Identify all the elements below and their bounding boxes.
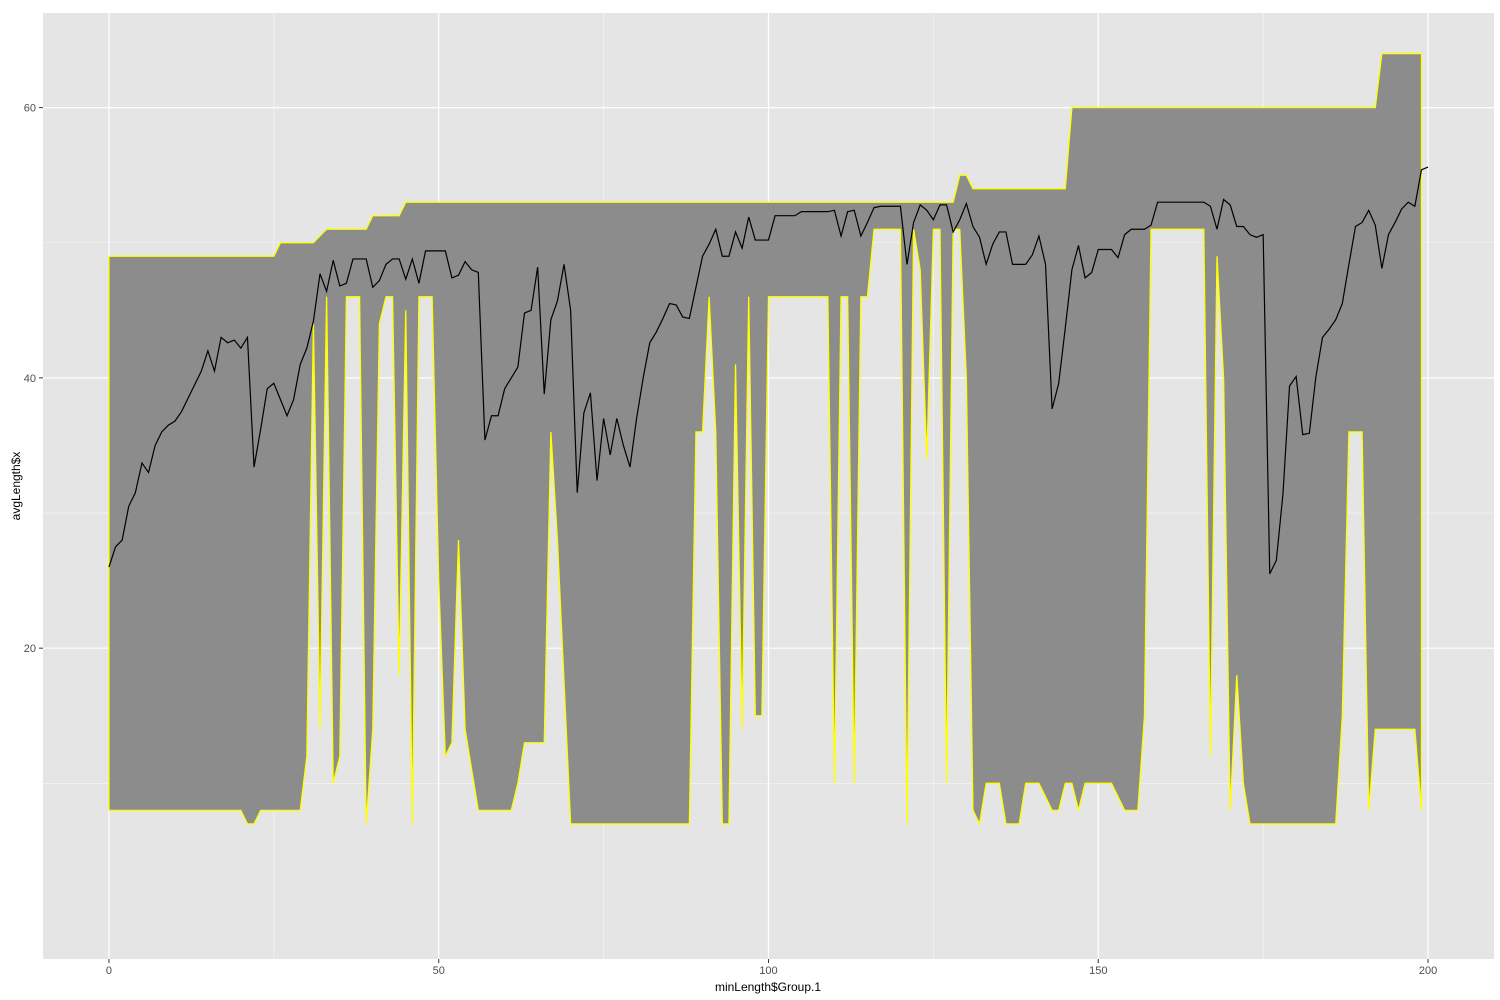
ribbon-lower-outline xyxy=(108,228,1423,826)
ribbon-area xyxy=(108,53,1422,824)
y-tick-label-0: 20 xyxy=(24,643,36,655)
x-axis: 0 50 100 150 200 xyxy=(106,959,1437,977)
y-axis-title: avgLength$x xyxy=(9,452,23,521)
y-tick-label-1: 40 xyxy=(24,373,36,385)
x-tick-label-2: 100 xyxy=(759,965,777,977)
mean-line xyxy=(108,166,1429,575)
x-tick-label-0: 0 xyxy=(106,965,112,977)
x-axis-title: minLength$Group.1 xyxy=(715,980,821,994)
x-tick-label-3: 150 xyxy=(1089,965,1107,977)
y-tick-label-2: 60 xyxy=(24,103,36,115)
x-tick-label-4: 200 xyxy=(1419,965,1437,977)
ribbon-upper-outline xyxy=(108,52,1422,257)
x-tick-label-1: 50 xyxy=(433,965,445,977)
y-axis: 20 40 60 xyxy=(24,103,43,655)
